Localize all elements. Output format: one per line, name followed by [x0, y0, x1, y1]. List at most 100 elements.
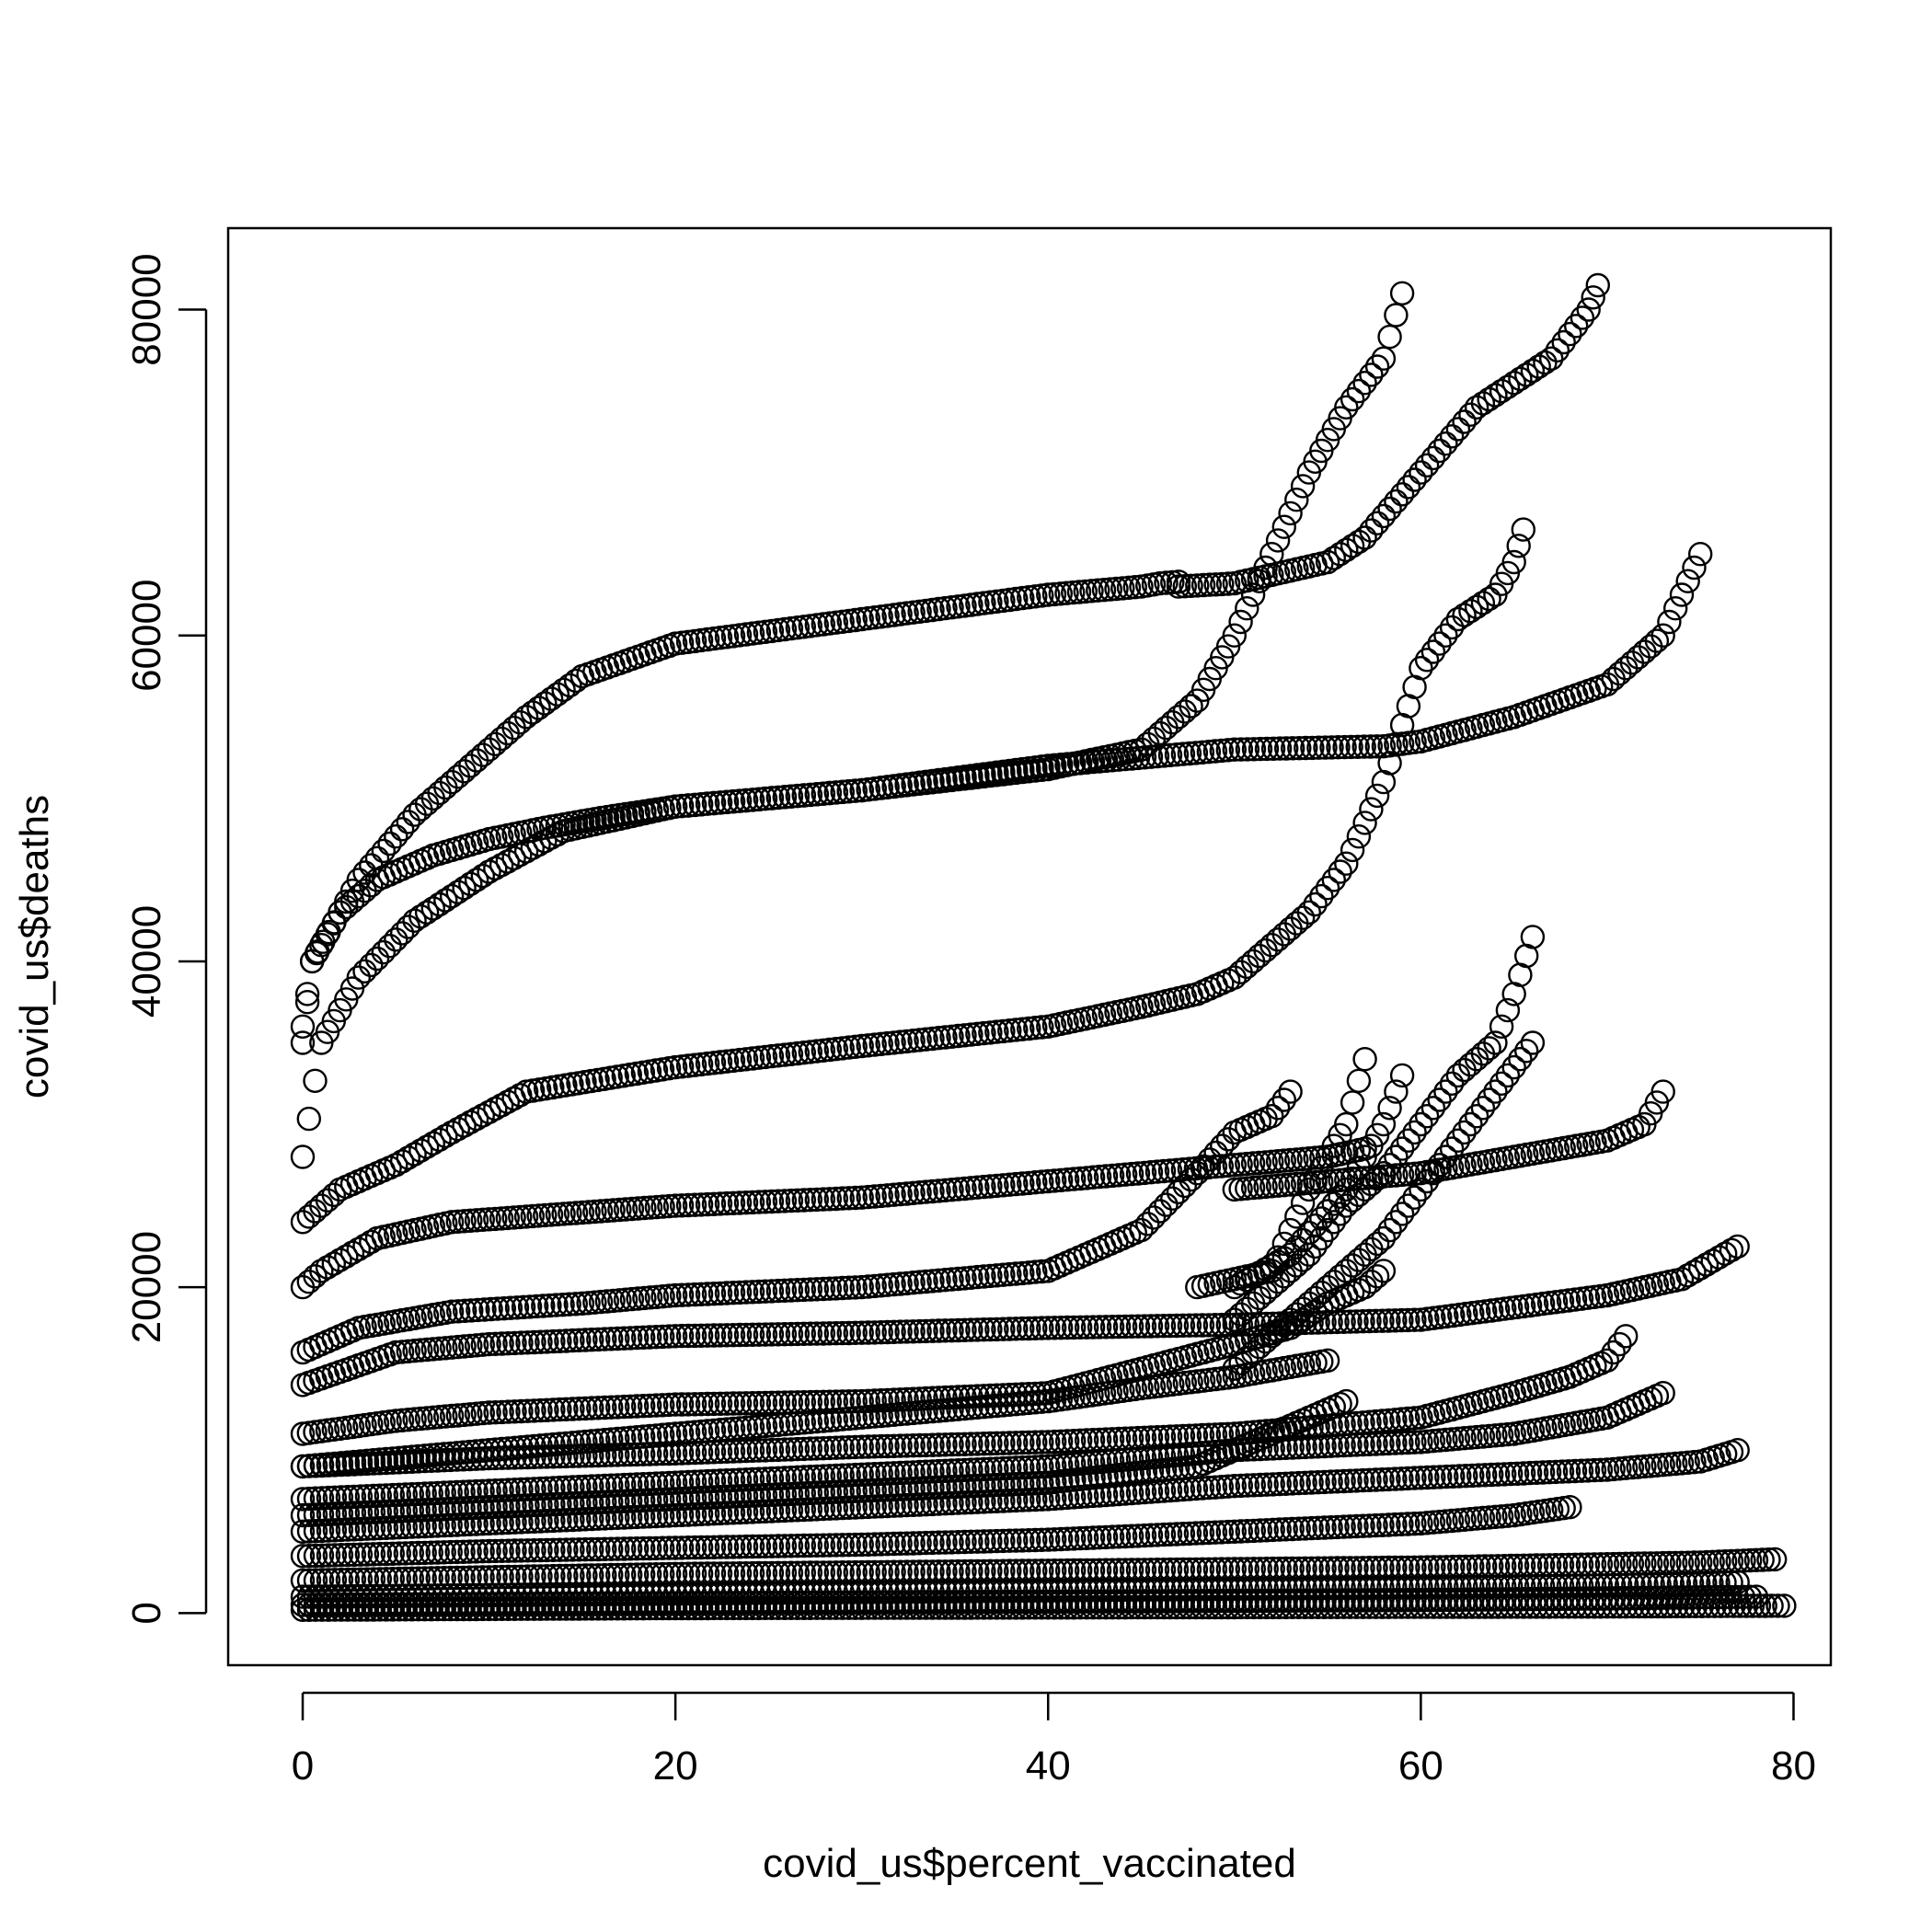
data-point [1428, 1465, 1453, 1489]
data-point [1377, 496, 1402, 522]
data-point [682, 1420, 707, 1444]
data-point [341, 1567, 367, 1593]
data-point [348, 1567, 374, 1593]
data-point [1402, 1430, 1427, 1455]
data-point [765, 1534, 791, 1558]
data-point [657, 1324, 682, 1349]
data-point [753, 1413, 778, 1439]
data-point [746, 787, 772, 811]
data-point [1454, 1587, 1478, 1612]
data-point [386, 1592, 411, 1617]
data-point [881, 1402, 906, 1428]
data-point [727, 1280, 753, 1305]
data-point [412, 1498, 437, 1523]
data-point [1364, 1231, 1390, 1257]
data-point [1067, 1484, 1093, 1510]
data-point [746, 1414, 772, 1439]
data-point [1445, 1426, 1471, 1452]
data-point [1248, 736, 1273, 762]
data-point [335, 1450, 361, 1475]
data-point [875, 1272, 900, 1297]
data-point [811, 1435, 835, 1461]
data-point [535, 1476, 559, 1501]
data-point [296, 1568, 322, 1593]
data-point [502, 1478, 527, 1502]
data-point [431, 1592, 456, 1617]
data-point [669, 793, 695, 819]
data-point [354, 1484, 380, 1509]
data-point [1434, 1587, 1459, 1613]
data-point [632, 1195, 657, 1221]
data-point [1466, 1463, 1491, 1488]
data-point [1119, 1589, 1144, 1614]
data-point [778, 1278, 804, 1303]
data-point [1415, 1465, 1440, 1490]
data-point [1068, 1466, 1093, 1492]
data-point [1396, 1587, 1420, 1613]
data-point [984, 1472, 1009, 1498]
data-point [451, 1496, 476, 1521]
data-point [1132, 1523, 1157, 1548]
data-point [1099, 748, 1125, 773]
data-point [1254, 1588, 1279, 1614]
data-point [843, 1434, 868, 1460]
data-point [451, 1440, 476, 1465]
data-point [348, 1501, 374, 1525]
data-point [778, 1465, 804, 1490]
data-point [1172, 574, 1198, 599]
data-point [811, 1276, 835, 1302]
data-point [335, 1501, 361, 1526]
data-point [1116, 575, 1142, 600]
data-point [1363, 1588, 1388, 1613]
data-point [791, 1436, 816, 1462]
data-point [1666, 1585, 1691, 1610]
data-point [625, 1472, 650, 1497]
data-point [1409, 656, 1433, 681]
data-point [477, 1494, 501, 1520]
data-point [952, 1266, 977, 1291]
data-point [464, 1512, 489, 1536]
data-point [1054, 1429, 1080, 1454]
data-point [714, 1417, 740, 1442]
data-point [1267, 1517, 1292, 1542]
data-point [1312, 1433, 1337, 1459]
data-point [1122, 575, 1148, 600]
data-point [785, 1321, 811, 1347]
data-point [753, 1499, 778, 1524]
data-point [1023, 1316, 1048, 1341]
data-point [1464, 594, 1489, 619]
data-point [1125, 1524, 1151, 1548]
data-point [509, 1398, 534, 1424]
data-points [290, 272, 1797, 1623]
data-point [477, 1400, 501, 1425]
data-point [881, 1590, 906, 1615]
data-point [528, 1476, 553, 1501]
data-point [765, 1043, 791, 1068]
data-point [341, 1517, 367, 1542]
data-point [1228, 1271, 1253, 1296]
data-point [1402, 1466, 1427, 1490]
data-point [1338, 1309, 1363, 1334]
data-point [567, 1430, 592, 1455]
data-point [1202, 1588, 1228, 1614]
data-point [1265, 1148, 1291, 1174]
data-point [868, 1183, 893, 1209]
data-point [733, 1047, 759, 1072]
data-point [625, 1504, 650, 1530]
data-point [601, 1288, 626, 1314]
data-point [997, 1172, 1022, 1197]
data-point [1682, 1449, 1707, 1475]
data-point [547, 1328, 572, 1354]
data-point [933, 1530, 958, 1555]
data-point [535, 1432, 559, 1457]
data-point [386, 1482, 411, 1508]
data-point [547, 1432, 572, 1456]
data-point [1093, 1589, 1119, 1614]
data-point [1452, 603, 1477, 627]
data-point [978, 1174, 1003, 1199]
data-point [695, 1501, 720, 1526]
data-point [669, 1282, 695, 1307]
data-point [1293, 1588, 1317, 1613]
data-point [1569, 1586, 1594, 1611]
data-point [1585, 272, 1611, 298]
